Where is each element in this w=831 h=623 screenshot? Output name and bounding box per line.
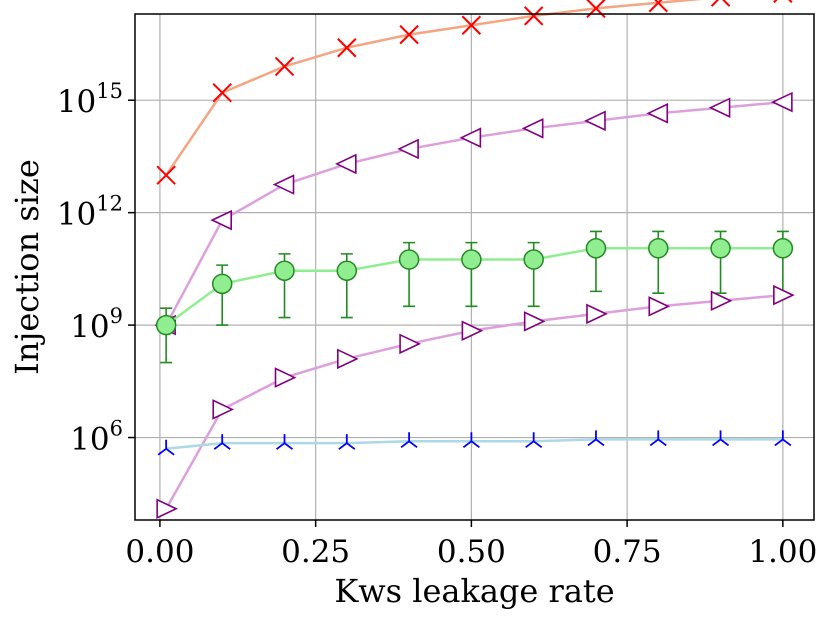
x-marker: [399, 24, 419, 45]
circle-marker: [398, 249, 420, 270]
circle-marker: [648, 238, 669, 259]
x-tick-label: 0.75: [593, 534, 662, 570]
x-marker: [710, 0, 731, 7]
circle-marker: [585, 238, 607, 259]
right-triangle-marker: [336, 348, 359, 370]
tri-down-marker: [338, 434, 356, 450]
tri-down-marker: [774, 430, 792, 447]
tri-down-marker: [462, 432, 480, 449]
x-tick-label: 0.25: [281, 534, 350, 570]
x-tick-label: 0.50: [437, 534, 506, 570]
y-tick-label: 1015: [57, 79, 123, 120]
x-marker: [274, 56, 295, 77]
left-triangle-marker: [584, 110, 606, 132]
right-triangle-marker: [212, 399, 235, 420]
left-triangle-marker: [459, 127, 482, 148]
right-triangle-marker: [710, 290, 733, 311]
tri-down-marker: [712, 430, 730, 447]
y-tick-base: 10: [70, 309, 109, 345]
y-tick-exponent: 12: [96, 192, 123, 216]
left-triangle-marker: [521, 118, 544, 139]
y-tick-base: 10: [57, 84, 96, 120]
tri-down-marker: [525, 432, 543, 449]
tri-down-marker: [400, 432, 418, 449]
left-triangle-marker: [397, 138, 419, 160]
circle-marker: [336, 260, 358, 281]
x-marker: [212, 83, 232, 103]
x-tick-label: 0.00: [125, 534, 194, 570]
circle-marker: [523, 249, 544, 270]
tri-down-marker: [157, 439, 175, 456]
series-left-triangle: [154, 91, 793, 336]
right-triangle-marker: [399, 333, 421, 355]
right-triangle-marker: [586, 303, 608, 325]
circle-marker: [461, 249, 482, 270]
y-tick-base: 10: [57, 197, 96, 233]
series-layer: [154, 0, 795, 520]
series-tri-down: [157, 430, 792, 456]
series-circle-errorbar: [155, 230, 794, 364]
series-line: [165, 0, 703, 176]
right-triangle-marker: [648, 296, 671, 317]
tri-down-marker: [213, 434, 231, 450]
series-right-triangle: [156, 284, 795, 520]
left-triangle-marker: [272, 174, 295, 195]
x-marker: [648, 0, 668, 13]
circle-marker: [772, 238, 794, 259]
right-triangle-marker: [523, 311, 546, 332]
y-tick-base: 10: [70, 422, 109, 458]
y-tick-exponent: 9: [110, 304, 123, 328]
x-marker: [523, 6, 544, 26]
series-x-marker: [156, 0, 793, 185]
right-triangle-marker: [773, 284, 795, 306]
tri-down-marker: [587, 430, 605, 447]
circle-marker: [155, 314, 177, 336]
left-triangle-marker: [334, 153, 357, 175]
y-tick-label: 106: [70, 417, 123, 458]
plot-frame: [134, 13, 815, 521]
right-triangle-marker: [461, 320, 484, 341]
circle-marker: [710, 238, 731, 259]
tri-down-marker: [275, 434, 294, 450]
x-tick-label: 1.00: [748, 534, 817, 570]
circle-marker: [211, 273, 233, 295]
circle-marker: [274, 260, 295, 281]
left-triangle-marker: [770, 91, 793, 113]
right-triangle-marker: [274, 367, 297, 388]
right-triangle-marker: [156, 498, 179, 520]
y-tick-label: 109: [70, 304, 123, 345]
y-axis-label: Injection size: [8, 159, 46, 375]
x-axis-label: Kws leakage rate: [334, 572, 614, 610]
y-tick-exponent: 15: [96, 79, 123, 103]
left-triangle-marker: [646, 103, 669, 124]
y-tick-label: 1012: [57, 192, 123, 233]
x-marker: [337, 38, 357, 58]
left-triangle-marker: [708, 97, 731, 118]
x-marker: [773, 0, 793, 4]
x-marker: [156, 165, 176, 185]
x-marker: [461, 15, 482, 35]
y-tick-exponent: 6: [110, 417, 123, 441]
left-triangle-marker: [210, 209, 233, 231]
tri-down-marker: [649, 430, 667, 447]
